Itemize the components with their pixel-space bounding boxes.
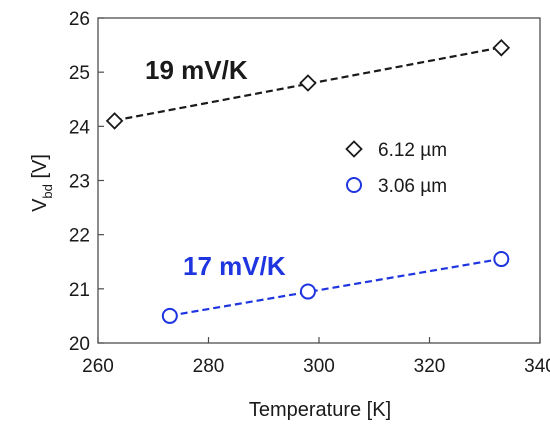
x-tick-label: 320 [414,356,446,377]
circle-marker [161,307,178,324]
data-markers [105,39,511,324]
x-tick-label: 260 [82,356,114,377]
y-axis-title: Vbd [V] [29,154,55,212]
slope-labels: 19 mV/K 17 mV/K [145,55,286,281]
diamond-marker [492,39,511,57]
x-tick-label: 340 [524,356,550,377]
legend: 6.12 µm 3.06 µm [345,140,447,197]
y-tick-label: 23 [69,172,90,193]
axes: 260 280 300 320 340 20 21 22 23 24 25 26 [69,9,550,377]
legend-circle-marker [346,177,362,193]
legend-diamond-marker [345,140,363,158]
x-axis-title: Temperature [K] [249,399,391,421]
y-tick-label: 21 [69,280,90,301]
legend-label: 3.06 µm [378,176,447,197]
y-tick-label: 22 [69,226,90,247]
diamond-marker [105,112,124,130]
legend-label: 6.12 µm [378,140,447,161]
x-tick-label: 300 [303,356,335,377]
slope-label-3.06um: 17 mV/K [183,251,286,281]
circle-marker [493,251,510,268]
slope-label-6.12um: 19 mV/K [145,55,248,85]
x-tick-label: 280 [193,356,225,377]
trend-lines [114,46,502,317]
trend-line-3.06um [169,257,502,317]
y-tick-label: 26 [69,9,90,30]
y-tick-label: 25 [69,63,90,84]
circle-marker [299,283,316,300]
diamond-marker [299,74,317,92]
y-tick-label: 24 [69,117,91,138]
y-tick-label: 20 [69,334,90,355]
